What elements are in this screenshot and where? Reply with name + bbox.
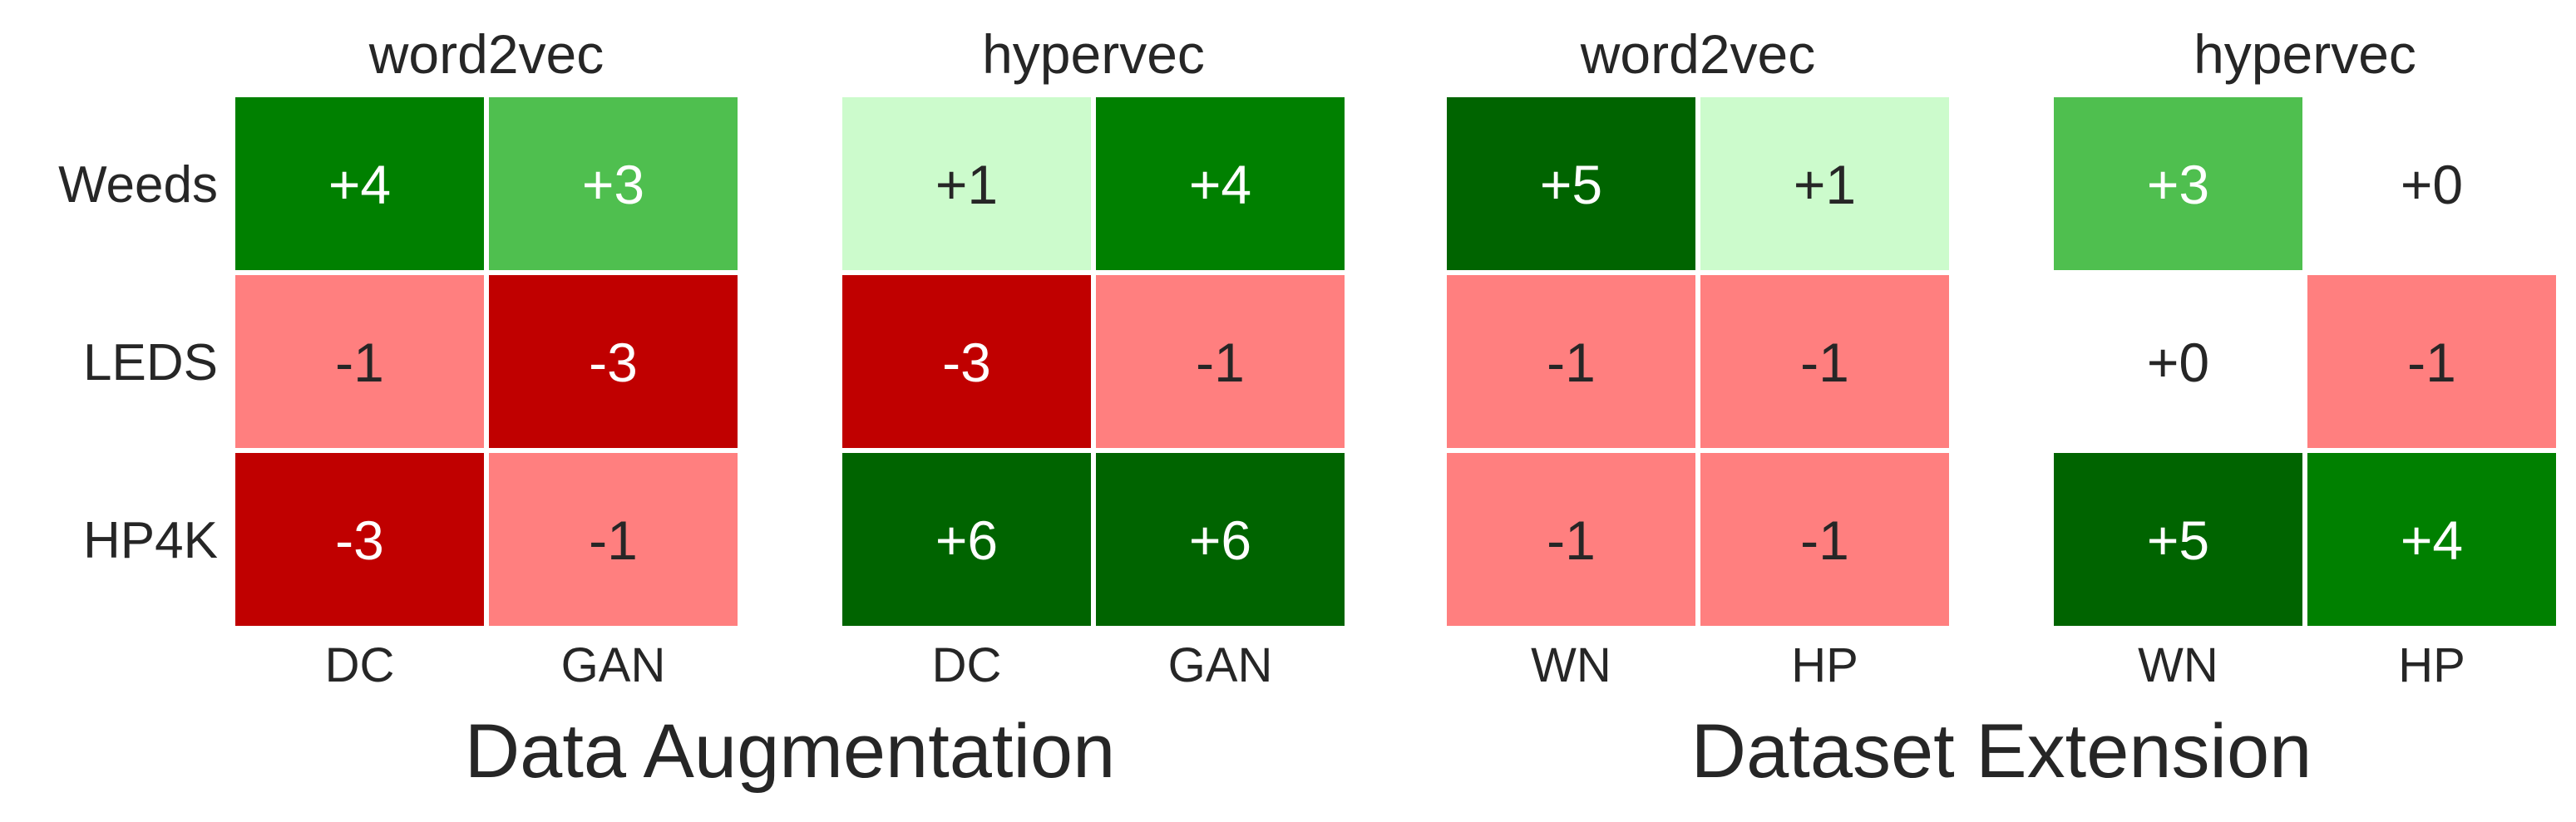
heatmap-cell — [489, 453, 738, 626]
cell-value-label: -1 — [1800, 332, 1849, 393]
heatmap-panel: hypervec +3 +0 +0 -1 +5 +4 WN HP — [2054, 23, 2556, 692]
heatmap-panel: word2vec +5 +1 -1 -1 -1 -1 WN HP — [1447, 23, 1949, 692]
panel-title: word2vec — [1580, 23, 1815, 85]
cell-value-label: +3 — [582, 154, 644, 215]
heatmap-cell — [1447, 453, 1695, 626]
cell-value-label: +1 — [935, 154, 998, 215]
heatmap-cell — [235, 275, 484, 448]
heatmap-panels: word2vec +4 +3 -1 -3 -3 -1 DC GAN hypervec +1 +4 -3 -… — [235, 23, 2556, 692]
cell-value-label: +4 — [2401, 509, 2463, 571]
cell-value-label: +6 — [1189, 509, 1251, 571]
row-labels: Weeds LEDS HP4K — [58, 156, 218, 569]
heatmap-panel: hypervec +1 +4 -3 -1 +6 +6 DC GAN — [842, 23, 1345, 692]
panel-title: word2vec — [368, 23, 604, 85]
cell-value-label: +5 — [2147, 509, 2209, 571]
group-label: Data Augmentation — [465, 709, 1116, 794]
cell-value-label: -1 — [1547, 332, 1596, 393]
cell-value-label: +3 — [2147, 154, 2209, 215]
heatmap-cell — [1700, 97, 1949, 270]
cell-value-label: +4 — [1189, 154, 1251, 215]
heatmap-cell — [2307, 453, 2556, 626]
heatmap-cell — [1700, 453, 1949, 626]
heatmap-cell — [842, 97, 1091, 270]
cell-value-label: +0 — [2401, 154, 2463, 215]
row-tick-label: HP4K — [83, 512, 218, 569]
cell-value-label: +6 — [935, 509, 998, 571]
heatmap-cell — [235, 453, 484, 626]
cell-value-label: +1 — [1794, 154, 1856, 215]
heatmap-cell — [1096, 97, 1345, 270]
cell-value-label: +0 — [2147, 332, 2209, 393]
heatmap-cell — [2054, 275, 2302, 448]
column-tick-label: WN — [1531, 638, 1611, 692]
column-tick-label: HP — [2398, 638, 2465, 692]
cell-value-label: -1 — [2407, 332, 2456, 393]
cell-value-label: -3 — [942, 332, 991, 393]
column-tick-label: WN — [2138, 638, 2218, 692]
heatmap-cell — [2307, 97, 2556, 270]
heatmap-cell — [2054, 453, 2302, 626]
heatmap-cell — [1447, 275, 1695, 448]
heatmap-panel: word2vec +4 +3 -1 -3 -3 -1 DC GAN — [235, 23, 738, 692]
cell-value-label: -3 — [589, 332, 638, 393]
heatmap-cell — [235, 97, 484, 270]
row-tick-label: Weeds — [58, 156, 218, 214]
panel-title: hypervec — [2194, 23, 2416, 85]
heatmap-cell — [2054, 97, 2302, 270]
group-label: Dataset Extension — [1691, 709, 2312, 794]
column-tick-label: DC — [932, 638, 1002, 692]
heatmap-cell — [1700, 275, 1949, 448]
column-tick-label: DC — [325, 638, 395, 692]
cell-value-label: -1 — [1196, 332, 1245, 393]
heatmap-cell — [489, 97, 738, 270]
column-tick-label: GAN — [561, 638, 666, 692]
cell-value-label: -1 — [335, 332, 384, 393]
cell-value-label: -1 — [1547, 509, 1596, 571]
row-tick-label: LEDS — [83, 334, 218, 391]
heatmap-cell — [2307, 275, 2556, 448]
heatmap-cell — [1096, 275, 1345, 448]
panel-title: hypervec — [982, 23, 1205, 85]
cell-value-label: -3 — [335, 509, 384, 571]
group-labels: Data Augmentation Dataset Extension — [465, 709, 2312, 794]
heatmap-cell — [1447, 97, 1695, 270]
column-tick-label: HP — [1791, 638, 1858, 692]
cell-value-label: -1 — [589, 509, 638, 571]
heatmap-cell — [842, 275, 1091, 448]
heatmap-cell — [842, 453, 1091, 626]
cell-value-label: -1 — [1800, 509, 1849, 571]
column-tick-label: GAN — [1168, 638, 1273, 692]
heatmap-cell — [1096, 453, 1345, 626]
heatmap-cell — [489, 275, 738, 448]
cell-value-label: +5 — [1540, 154, 1602, 215]
cell-value-label: +4 — [328, 154, 391, 215]
